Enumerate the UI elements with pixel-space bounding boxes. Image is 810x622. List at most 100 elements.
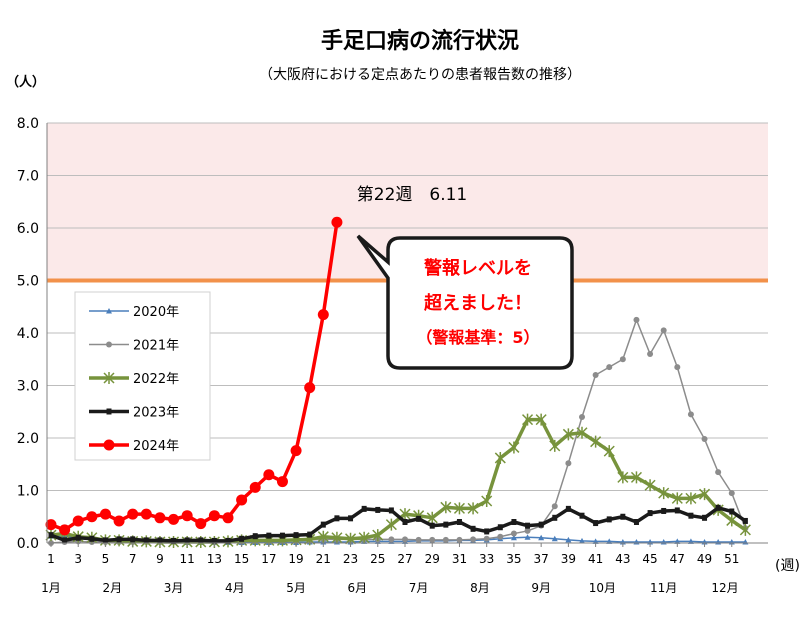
data-point: [552, 514, 558, 521]
data-point: [72, 515, 84, 527]
data-point: [127, 508, 139, 520]
data-point: [62, 537, 68, 544]
legend: 2020年 2021年 2022年 2023年 2024年: [74, 291, 211, 461]
legend-items: 2020年 2021年 2022年 2023年 2024年: [89, 305, 179, 454]
data-point: [565, 536, 572, 543]
data-point: [358, 531, 370, 544]
y-tick-label: 3.0: [17, 379, 39, 395]
data-point: [633, 316, 640, 323]
data-point: [290, 445, 302, 457]
x-tick-label: 3: [74, 552, 82, 566]
data-point: [715, 469, 722, 476]
x-tick-label: 19: [288, 552, 303, 566]
data-point: [702, 514, 708, 521]
y-tick-label: 6.0: [17, 221, 39, 237]
data-point: [617, 471, 629, 484]
data-point: [331, 531, 343, 544]
data-point: [661, 507, 667, 514]
data-point: [45, 519, 57, 531]
month-label: 6月: [348, 581, 368, 595]
data-point: [562, 428, 574, 441]
data-point: [510, 530, 517, 537]
x-tick-label: 49: [697, 552, 712, 566]
data-point: [592, 372, 599, 378]
data-point: [293, 532, 299, 539]
month-label: 2月: [102, 581, 122, 595]
data-point: [168, 513, 180, 525]
callout-note: （警報基準：5）: [416, 328, 539, 347]
data-point: [484, 528, 490, 535]
legend-box: [74, 291, 211, 461]
data-point: [593, 520, 599, 527]
x-tick-label: 27: [397, 552, 412, 566]
data-point: [524, 527, 531, 534]
data-point: [630, 471, 642, 484]
data-point: [48, 532, 54, 539]
data-point: [619, 356, 626, 363]
data-point: [660, 327, 667, 334]
data-point: [348, 515, 354, 522]
x-tick-label: 29: [425, 552, 440, 566]
data-point: [59, 524, 71, 536]
data-point: [674, 364, 681, 371]
data-point: [440, 501, 452, 514]
month-label: 12月: [711, 581, 738, 595]
data-point: [143, 537, 149, 544]
data-point: [415, 536, 422, 543]
data-point: [252, 533, 258, 540]
data-point: [688, 512, 694, 519]
data-point: [525, 522, 531, 529]
data-point: [739, 523, 751, 536]
data-point: [497, 524, 503, 531]
data-point: [402, 519, 408, 525]
data-point: [647, 510, 653, 517]
data-point: [524, 534, 531, 540]
legend-label: 2020年: [133, 305, 179, 320]
series-4: [45, 216, 343, 536]
data-point: [497, 533, 504, 540]
data-point: [726, 514, 738, 527]
data-point: [208, 510, 220, 522]
data-point: [426, 511, 438, 524]
x-tick-label: 41: [588, 552, 603, 566]
data-point: [647, 351, 654, 357]
x-tick-label: 45: [642, 552, 657, 566]
data-point: [538, 521, 544, 528]
y-tick-label: 8.0: [17, 116, 39, 132]
data-point: [416, 515, 422, 522]
data-point: [470, 525, 476, 532]
data-point: [576, 426, 588, 439]
legend-label: 2021年: [133, 339, 179, 354]
data-point: [320, 521, 326, 528]
x-tick-label: 17: [261, 552, 276, 566]
x-tick-label: 39: [561, 552, 576, 566]
data-point: [590, 435, 602, 448]
data-point: [106, 341, 112, 348]
data-point: [266, 532, 272, 539]
peak-label: 第22週 6.11: [357, 185, 467, 205]
data-point: [658, 487, 670, 500]
series-line: [50, 506, 747, 543]
y-axis-label: （人）: [6, 74, 45, 90]
data-point: [633, 519, 639, 525]
data-point: [579, 414, 585, 420]
month-label: 5月: [286, 581, 306, 595]
x-tick-label: 13: [207, 552, 222, 566]
data-point: [671, 492, 683, 505]
data-point: [372, 529, 384, 542]
legend-label: 2024年: [133, 439, 179, 454]
data-point: [510, 534, 517, 541]
data-point: [103, 372, 115, 384]
data-point: [511, 519, 517, 525]
alert-callout: 警報レベルを 超えました！ （警報基準：5）: [356, 234, 574, 370]
data-point: [699, 488, 711, 501]
data-point: [429, 522, 435, 529]
x-tick-label: 33: [479, 552, 494, 566]
x-tick-label: 21: [316, 552, 331, 566]
y-tick-label: 7.0: [17, 169, 39, 185]
x-tick-label: 1: [47, 552, 55, 566]
data-point: [263, 469, 275, 481]
data-point: [606, 516, 612, 523]
data-point: [75, 534, 81, 541]
data-point: [317, 309, 329, 321]
